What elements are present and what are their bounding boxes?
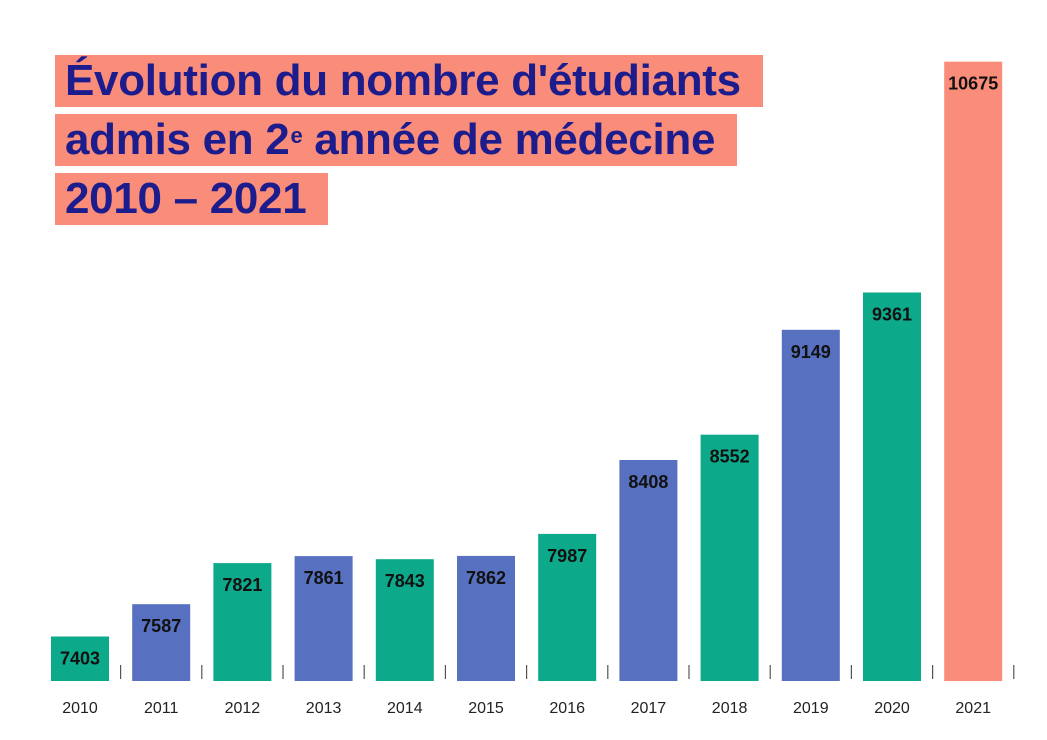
bar-2010 bbox=[51, 636, 109, 681]
title-line-2-superscript: e bbox=[290, 123, 303, 148]
title-line-2-suffix: année de médecine bbox=[302, 115, 716, 164]
bar-value-label-2015: 7862 bbox=[466, 568, 506, 588]
bar-2012 bbox=[213, 563, 272, 681]
x-tick-label-2011: 2011 bbox=[144, 700, 179, 717]
x-tick-label-2018: 2018 bbox=[712, 700, 748, 717]
bar-2013 bbox=[294, 556, 353, 681]
x-tick-label-2019: 2019 bbox=[793, 700, 829, 717]
title-line-1: Évolution du nombre d'étudiants bbox=[55, 55, 763, 107]
x-tick-label-2013: 2013 bbox=[306, 700, 342, 717]
bar-value-label-2011: 7587 bbox=[141, 616, 181, 636]
bar-value-label-2010: 7403 bbox=[60, 649, 100, 669]
x-tick-label-2015: 2015 bbox=[468, 700, 504, 717]
x-tick-label-2010: 2010 bbox=[62, 700, 98, 717]
bar-2014 bbox=[375, 559, 434, 681]
x-tick-label-2021: 2021 bbox=[955, 700, 991, 717]
bar-value-label-2020: 9361 bbox=[872, 305, 912, 325]
bar-2019 bbox=[781, 329, 840, 681]
bar-value-label-2014: 7843 bbox=[385, 571, 425, 591]
title-line-2-prefix: admis en 2 bbox=[65, 115, 290, 164]
bar-value-label-2019: 9149 bbox=[791, 342, 831, 362]
bar-value-label-2017: 8408 bbox=[628, 472, 668, 492]
bars-group: 7403 7587 7821 7861 7843 7862 7987 8408 8552 9149… bbox=[51, 61, 1003, 681]
bar-value-label-2018: 8552 bbox=[710, 447, 750, 467]
bar-2011 bbox=[132, 604, 191, 681]
bar-value-label-2016: 7987 bbox=[547, 546, 587, 566]
chart-title: Évolution du nombre d'étudiants admis en… bbox=[55, 55, 763, 232]
x-tick-label-2017: 2017 bbox=[631, 700, 667, 717]
ticks-group bbox=[119, 665, 1015, 679]
title-line-3: 2010 – 2021 bbox=[55, 173, 329, 225]
x-tick-label-2014: 2014 bbox=[387, 700, 423, 717]
bar-value-label-2013: 7861 bbox=[304, 568, 344, 588]
bar-2015 bbox=[457, 555, 515, 681]
bar-value-label-2021: 10675 bbox=[948, 74, 998, 94]
bar-2020 bbox=[863, 292, 921, 681]
bar-2018 bbox=[700, 434, 759, 681]
x-tick-label-2020: 2020 bbox=[874, 700, 910, 717]
x-tick-label-2012: 2012 bbox=[225, 700, 261, 717]
x-tick-labels-group: 2010 2011 2012 2013 2014 2015 2016 2017 2018 2019… bbox=[62, 700, 991, 717]
x-tick-label-2016: 2016 bbox=[549, 700, 585, 717]
bar-2021 bbox=[944, 61, 1003, 681]
title-line-2: admis en 2e année de médecine bbox=[55, 114, 738, 166]
bar-2017 bbox=[619, 460, 678, 681]
bar-2016 bbox=[538, 533, 597, 681]
bar-value-label-2012: 7821 bbox=[222, 575, 262, 595]
